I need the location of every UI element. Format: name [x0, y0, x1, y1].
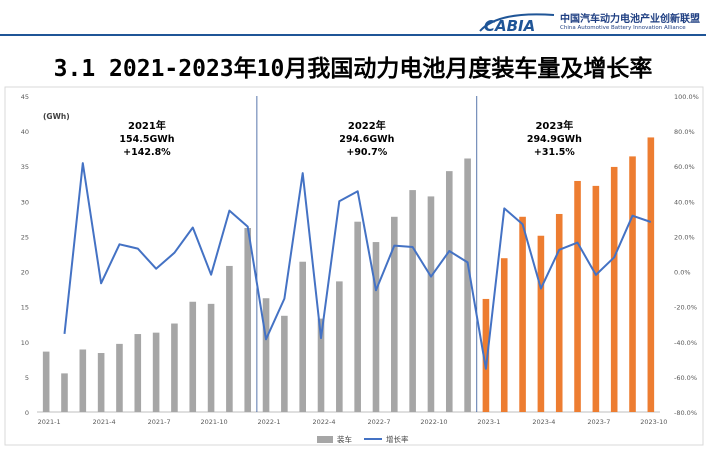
y-unit-label: (GWh) — [43, 112, 70, 121]
y-right-tick-label: 40.0% — [674, 198, 695, 206]
y-right-tick-label: -80.0% — [674, 409, 697, 417]
y-left-tick-label: 40 — [21, 128, 29, 136]
page-title: 3.1 2021-2023年10月我国动力电池月度装车量及增长率 — [53, 56, 653, 82]
logo-text: CABIA — [484, 17, 535, 35]
bar — [537, 235, 545, 412]
bar — [500, 258, 508, 412]
x-tick-label: 2023-10 — [640, 418, 667, 426]
battery-installation-chart: 0 5 10 15 20 25 30 35 40 45 -80.0% -60.0% -40.0% -20.… — [4, 86, 704, 446]
chart-border — [4, 86, 704, 446]
x-tick-label: 2022-4 — [312, 418, 335, 426]
bar — [391, 216, 398, 412]
x-tick-label: 2022-1 — [258, 418, 281, 426]
bar — [61, 373, 68, 412]
bar — [445, 171, 453, 412]
year-annotation-total: 154.5GWh — [119, 134, 174, 145]
year-annotation-title: 2021年 — [128, 119, 166, 132]
legend-line-label: 增长率 — [386, 434, 409, 444]
y-left-tick-label: 30 — [21, 198, 29, 206]
bar — [610, 166, 618, 412]
chart-frame: 0 5 10 15 20 25 30 35 40 45 -80.0% -60.0% -40.0% -20.… — [4, 86, 704, 446]
year-annotation-growth: +142.8% — [123, 147, 171, 158]
logo: CABIA 中国汽车动力电池产业创新联盟 China Automotive Ba… — [478, 8, 703, 38]
year-annotation-total: 294.6GWh — [339, 134, 394, 145]
bar — [409, 190, 416, 412]
y-left-tick-label: 15 — [21, 304, 29, 312]
bar — [372, 242, 380, 412]
y-left-tick-label: 45 — [21, 93, 29, 101]
y-right-tick-label: 80.0% — [674, 128, 695, 136]
year-annotation-title: 2022年 — [348, 119, 386, 132]
y-left-tick-label: 0 — [25, 409, 29, 417]
bar — [336, 281, 343, 412]
y-right-tick-label: -20.0% — [674, 304, 697, 312]
bar — [464, 158, 471, 412]
y-left-tick-label: 25 — [21, 233, 29, 241]
y-right-tick-label: 60.0% — [674, 163, 695, 171]
bar — [134, 334, 142, 412]
bar — [592, 185, 600, 412]
bar — [299, 261, 306, 412]
bar — [152, 332, 160, 412]
bar — [226, 265, 233, 412]
legend-bar-swatch — [317, 436, 333, 443]
bar — [629, 156, 636, 412]
y-left-tick-label: 20 — [21, 269, 29, 277]
bar — [281, 315, 288, 412]
y-right-tick-label: -60.0% — [674, 374, 697, 382]
bar — [317, 318, 325, 412]
year-annotation-growth: +31.5% — [534, 147, 575, 158]
bar — [171, 323, 178, 412]
x-tick-label: 2022-7 — [367, 418, 390, 426]
bar — [519, 216, 526, 412]
x-tick-label: 2023-7 — [587, 418, 610, 426]
year-annotation-title: 2023年 — [535, 119, 573, 132]
bar — [207, 303, 215, 412]
y-left-tick-label: 5 — [25, 374, 29, 382]
org-name-cn: 中国汽车动力电池产业创新联盟 — [560, 14, 700, 25]
y-right-tick-label: 100.0% — [674, 93, 699, 101]
bar — [244, 228, 252, 412]
legend-bar-label: 装车 — [337, 434, 352, 444]
growth-rate-line — [63, 162, 652, 370]
bar — [262, 298, 270, 412]
x-tick-label: 2021-7 — [148, 418, 171, 426]
y-left-tick-label: 35 — [21, 163, 29, 171]
y-right-tick-label: 20.0% — [674, 233, 695, 241]
cabia-logo-mark: CABIA — [479, 13, 555, 35]
x-tick-label: 2021-10 — [200, 418, 227, 426]
bar — [189, 301, 197, 412]
x-tick-label: 2021-4 — [93, 418, 116, 426]
bar — [482, 298, 490, 412]
bar — [97, 353, 105, 412]
x-tick-label: 2022-10 — [420, 418, 447, 426]
org-name-en: China Automotive Battery Innovation Alli… — [560, 25, 686, 31]
y-right-tick-label: 0.0% — [674, 269, 691, 277]
x-tick-label: 2023-4 — [532, 418, 555, 426]
year-annotation-growth: +90.7% — [346, 147, 387, 158]
bar — [116, 343, 123, 412]
y-right-tick-label: -40.0% — [674, 339, 697, 347]
y-left-tick-label: 10 — [21, 339, 29, 347]
x-tick-label: 2023-1 — [477, 418, 500, 426]
year-annotation-total: 294.9GWh — [527, 134, 582, 145]
title-divider — [0, 34, 706, 36]
bar — [42, 351, 50, 412]
bar — [79, 349, 87, 412]
bar — [574, 180, 581, 412]
bar — [555, 213, 563, 412]
bar — [427, 196, 435, 412]
bar — [647, 137, 655, 413]
bar — [354, 221, 361, 412]
x-tick-label: 2021-1 — [38, 418, 61, 426]
